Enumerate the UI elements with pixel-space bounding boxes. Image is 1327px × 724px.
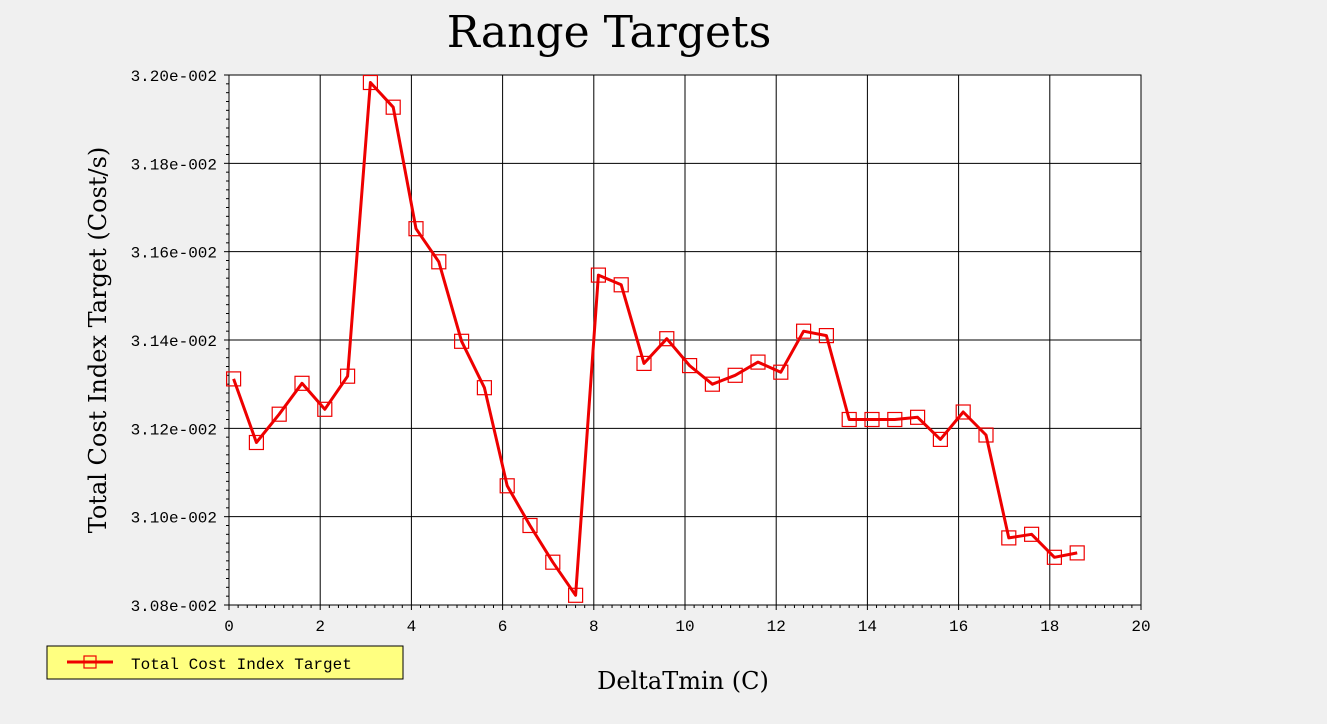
y-tick-label: 3.14e-002	[131, 333, 217, 351]
data-point-marker	[226, 371, 242, 387]
x-tick-label: 2	[315, 618, 325, 636]
data-point-marker	[454, 333, 470, 349]
data-point-marker	[590, 267, 607, 283]
data-point-marker	[864, 411, 880, 428]
data-point-marker	[818, 328, 835, 344]
x-tick-label: 8	[589, 618, 599, 636]
data-point-marker	[340, 368, 356, 384]
y-tick-label: 3.10e-002	[131, 510, 217, 528]
series-group	[226, 74, 1085, 603]
data-point-marker	[567, 587, 584, 603]
data-point-marker	[294, 375, 310, 391]
data-point-marker	[955, 404, 971, 420]
legend-label: Total Cost Index Target	[131, 656, 352, 674]
x-tick-label: 6	[498, 618, 508, 636]
data-point-marker	[362, 74, 378, 91]
data-point-marker	[476, 380, 492, 396]
series-line	[232, 81, 1078, 597]
data-point-marker	[681, 358, 698, 374]
y-tick-label: 3.20e-002	[131, 68, 217, 86]
data-point-marker	[499, 478, 515, 494]
x-tick-label: 14	[858, 618, 877, 636]
gridlines	[229, 75, 1141, 605]
data-point-marker	[431, 254, 447, 270]
data-point-marker	[545, 554, 561, 570]
x-tick-label: 16	[949, 618, 968, 636]
data-point-marker	[1001, 530, 1017, 546]
y-tick-label: 3.16e-002	[131, 245, 217, 263]
data-point-marker	[271, 406, 287, 422]
data-point-marker	[385, 99, 401, 115]
x-tick-label: 10	[675, 618, 694, 636]
legend-marker-swatch	[83, 655, 97, 669]
data-point-marker	[1023, 526, 1040, 542]
x-tick-label: 18	[1040, 618, 1059, 636]
x-tick-label: 0	[224, 618, 234, 636]
y-tick-label: 3.18e-002	[131, 156, 217, 174]
data-point-marker	[932, 431, 949, 447]
data-point-marker	[317, 401, 333, 417]
x-tick-label: 4	[407, 618, 417, 636]
data-point-marker	[1069, 545, 1085, 561]
data-point-marker	[1046, 549, 1063, 565]
data-point-marker	[773, 364, 789, 380]
chart-title: Range Targets	[447, 7, 772, 58]
data-point-marker	[750, 354, 766, 370]
data-point-marker	[727, 367, 743, 383]
data-point-marker	[408, 221, 424, 237]
x-axis-title: DeltaTmin (C)	[597, 667, 769, 695]
axis-ticks: 0 2 4 6 8 10 12 14 16 18 20 3.08e-002 3.10e-002 3.12e…	[131, 68, 1151, 636]
y-tick-label: 3.08e-002	[131, 598, 217, 616]
x-tick-label: 12	[767, 618, 786, 636]
data-point-marker	[887, 411, 903, 428]
y-axis-title: Total Cost Index Target (Cost/s)	[84, 147, 112, 534]
data-point-marker	[522, 517, 538, 534]
data-point-marker	[613, 277, 629, 293]
data-point-marker	[248, 434, 264, 451]
data-point-marker	[795, 323, 812, 339]
data-point-marker	[841, 411, 857, 428]
data-point-marker	[978, 427, 994, 443]
y-tick-label: 3.12e-002	[131, 421, 217, 439]
legend: Total Cost Index Target	[46, 645, 404, 680]
x-tick-label: 20	[1131, 618, 1150, 636]
data-point-marker	[636, 355, 652, 371]
data-point-marker	[704, 376, 721, 392]
data-point-marker	[909, 409, 926, 425]
data-point-marker	[659, 331, 675, 347]
